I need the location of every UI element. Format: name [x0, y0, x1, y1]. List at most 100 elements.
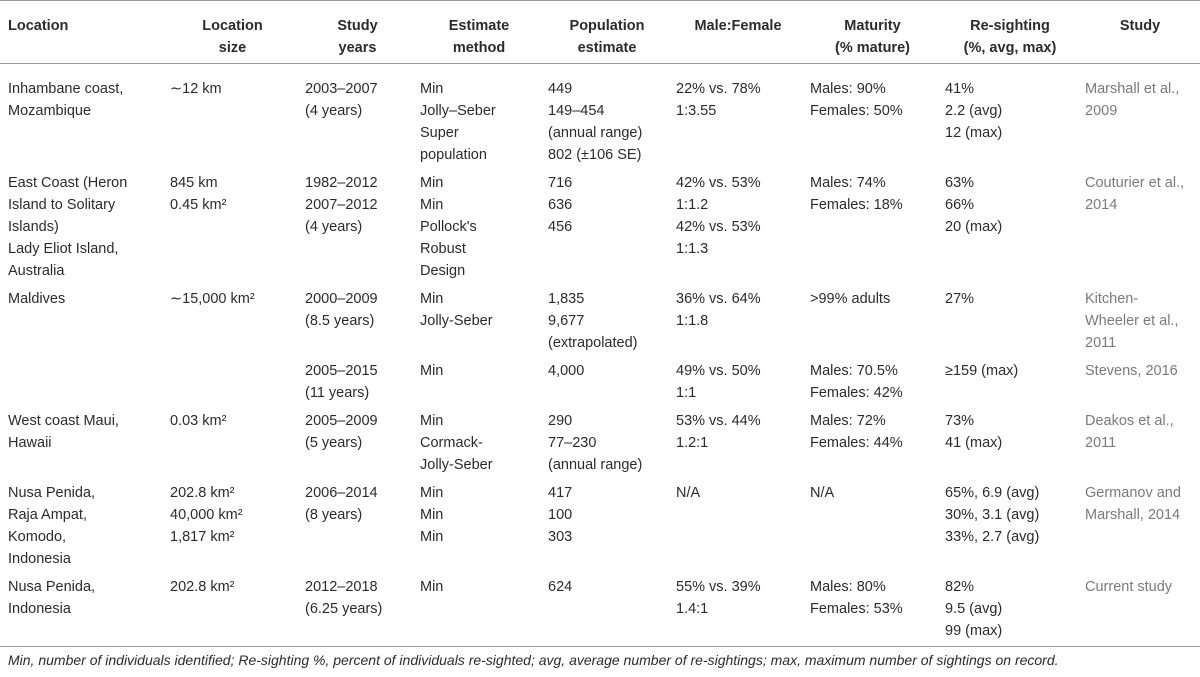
cell-text: 9.5 (avg): [945, 601, 1003, 617]
cell-text: 30%, 3.1 (avg): [945, 507, 1040, 523]
cell-text: Nusa Penida,: [8, 485, 96, 501]
header-cell: Maturity (% mature): [805, 0, 940, 64]
header-text: Re-sighting: [970, 18, 1050, 34]
cell-text: 36% vs. 64%: [676, 291, 761, 307]
header-text: (%, avg, max): [963, 40, 1057, 56]
table-header: Location Location size Study years Estimate me…: [0, 0, 1200, 64]
table-cell: Current study: [1080, 573, 1200, 647]
table-cell: 845 km 0.45 km²: [165, 169, 300, 285]
table-cell: Couturier et al., 2014: [1080, 169, 1200, 285]
table-cell: Marshall et al., 2009: [1080, 64, 1200, 170]
cell-text: 99 (max): [945, 623, 1003, 639]
cell-text: Males: 90%: [810, 81, 886, 97]
table-cell: West coast Maui, Hawaii: [0, 407, 165, 479]
cell-text: 449: [548, 81, 573, 97]
cell-text: Indonesia: [8, 551, 71, 567]
cell-text: Females: 18%: [810, 197, 903, 213]
cell-text: 0.45 km²: [170, 197, 227, 213]
cell-text: Super: [420, 125, 459, 141]
header-cell: Male:Female: [671, 0, 805, 64]
table-cell: 2006–2014 (8 years): [300, 479, 415, 573]
cell-text: 41%: [945, 81, 975, 97]
header-text: size: [218, 40, 247, 56]
table-cell: ≥159 (max): [940, 357, 1080, 407]
cell-text: 2005–2015: [305, 363, 378, 379]
table-cell: Stevens, 2016: [1080, 357, 1200, 407]
table-cell: 624: [543, 573, 671, 647]
cell-text: (11 years): [305, 385, 370, 401]
table-row: Maldives ∼15,000 km² 2000–2009 (8.5 years) M…: [0, 285, 1200, 357]
cell-text: 2009: [1085, 103, 1118, 119]
header-cell: Population estimate: [543, 0, 671, 64]
table-cell: 202.8 km²: [165, 573, 300, 647]
table-cell: 4,000: [543, 357, 671, 407]
table-cell: Males: 80% Females: 53%: [805, 573, 940, 647]
cell-text: 2012–2018: [305, 579, 378, 595]
table-cell: Min Min Pollock's Robust Design: [415, 169, 543, 285]
cell-text: Min: [420, 413, 444, 429]
cell-text: Min: [420, 579, 444, 595]
cell-text: 22% vs. 78%: [676, 81, 761, 97]
cell-text: 2.2 (avg): [945, 103, 1003, 119]
cell-text: 2007–2012: [305, 197, 378, 213]
cell-text: 40,000 km²: [170, 507, 243, 523]
cell-text: Min: [420, 363, 444, 379]
cell-text: Females: 42%: [810, 385, 903, 401]
cell-text: Komodo,: [8, 529, 67, 545]
cell-text: 2003–2007: [305, 81, 378, 97]
table-cell: 63% 66% 20 (max): [940, 169, 1080, 285]
table-cell: 2012–2018 (6.25 years): [300, 573, 415, 647]
cell-text: Males: 72%: [810, 413, 886, 429]
header-text: Male:Female: [694, 18, 782, 34]
cell-text: 65%, 6.9 (avg): [945, 485, 1040, 501]
cell-text: Indonesia: [8, 601, 71, 617]
cell-text: (extrapolated): [548, 335, 638, 351]
table-cell: Min: [415, 357, 543, 407]
header-cell: Study years: [300, 0, 415, 64]
cell-text: 100: [548, 507, 573, 523]
cell-text: Min: [420, 197, 444, 213]
table-cell: [165, 357, 300, 407]
table-cell: Germanov and Marshall, 2014: [1080, 479, 1200, 573]
table-body: Inhambane coast, Mozambique ∼12 km 2003–200…: [0, 64, 1200, 647]
cell-text: 73%: [945, 413, 975, 429]
cell-text: 2011: [1085, 435, 1117, 451]
cell-text: 27%: [945, 291, 975, 307]
cell-text: 202.8 km²: [170, 579, 235, 595]
cell-text: 2006–2014: [305, 485, 378, 501]
cell-text: 1.2:1: [676, 435, 709, 451]
cell-text: Design: [420, 263, 466, 279]
table-cell: Maldives: [0, 285, 165, 357]
cell-text: (8 years): [305, 507, 363, 523]
table-cell: 716 636 456: [543, 169, 671, 285]
table-cell: 0.03 km²: [165, 407, 300, 479]
cell-text: 636: [548, 197, 573, 213]
cell-text: (5 years): [305, 435, 363, 451]
cell-text: Robust: [420, 241, 466, 257]
table-cell: Nusa Penida, Raja Ampat, Komodo, Indonesia: [0, 479, 165, 573]
table-cell: 42% vs. 53% 1:1.2 42% vs. 53% 1:1.3: [671, 169, 805, 285]
header-cell: Re-sighting (%, avg, max): [940, 0, 1080, 64]
cell-text: 1,835: [548, 291, 585, 307]
data-table: Location Location size Study years Estimate me…: [0, 0, 1200, 647]
table-row: East Coast (Heron Island to Solitary Islan…: [0, 169, 1200, 285]
cell-text: Pollock's: [420, 219, 477, 235]
cell-text: Females: 50%: [810, 103, 903, 119]
table-cell: 55% vs. 39% 1.4:1: [671, 573, 805, 647]
cell-text: 0.03 km²: [170, 413, 227, 429]
cell-text: (6.25 years): [305, 601, 383, 617]
table-cell: Min Min Min: [415, 479, 543, 573]
cell-text: 417: [548, 485, 573, 501]
cell-text: 303: [548, 529, 573, 545]
cell-text: Jolly-Seber: [420, 313, 493, 329]
cell-text: ≥159 (max): [945, 363, 1019, 379]
table-cell: ∼15,000 km²: [165, 285, 300, 357]
header-text: Maturity: [844, 18, 901, 34]
table-cell: Males: 72% Females: 44%: [805, 407, 940, 479]
cell-text: Raja Ampat,: [8, 507, 87, 523]
table-cell: 2005–2015 (11 years): [300, 357, 415, 407]
cell-text: Lady Eliot Island,: [8, 241, 119, 257]
cell-text: 63%: [945, 175, 975, 191]
table-cell: Min: [415, 573, 543, 647]
table-cell: 65%, 6.9 (avg) 30%, 3.1 (avg) 33%, 2.7 (av…: [940, 479, 1080, 573]
